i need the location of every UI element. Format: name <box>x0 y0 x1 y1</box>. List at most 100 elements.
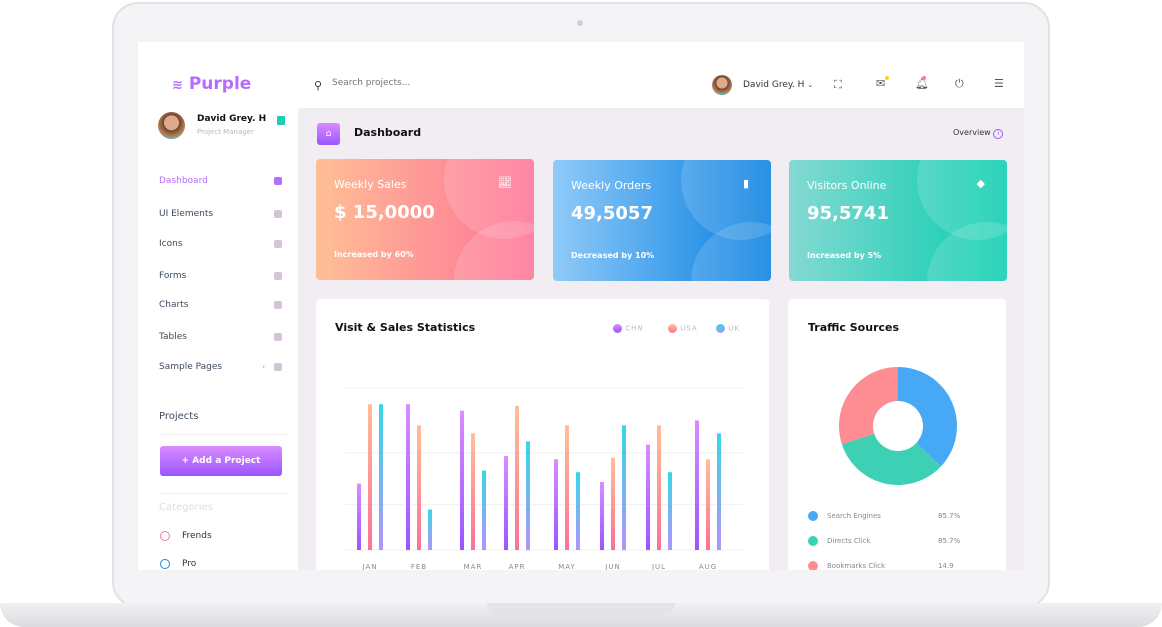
legend-dot <box>613 324 622 333</box>
bell-icon[interactable]: 🔔︎ <box>915 77 929 90</box>
top-navbar: ⚲ David Grey. H ⌄ ⛶ ✉ 🔔︎ ⏻ ☰ <box>298 42 1024 108</box>
sidebar-item-label: Sample Pages <box>159 362 223 372</box>
bar-uk-jul[interactable] <box>668 472 672 550</box>
sidebar-item-label: Forms <box>159 271 187 281</box>
sidebar-item-ui-elements[interactable]: UI Elements <box>138 203 298 223</box>
bar-chn-may[interactable] <box>554 459 558 550</box>
layers-icon: ≋ <box>172 78 183 93</box>
bar-usa-jun[interactable] <box>611 457 615 550</box>
bar-chn-jun[interactable] <box>600 481 604 550</box>
x-tick-label: JAN <box>362 563 378 570</box>
bar-usa-jul[interactable] <box>657 425 661 550</box>
traffic-legend-item: Search Engines 85.7% <box>808 511 998 523</box>
page-title: Dashboard <box>354 126 422 139</box>
bar-usa-jan[interactable] <box>368 404 372 550</box>
stat-card-visitors-online: Visitors Online ◆ 95,5741 Increased by 5… <box>789 160 1007 281</box>
bar-usa-feb[interactable] <box>417 425 421 550</box>
sidebar-item-tables[interactable]: Tables <box>138 326 298 346</box>
overview-link[interactable]: Overview i <box>953 128 1004 139</box>
divider <box>159 493 287 494</box>
bar-usa-apr[interactable] <box>515 405 519 550</box>
card-note: Decreased by 10% <box>571 251 655 260</box>
legend-dot <box>716 324 725 333</box>
x-tick-label: FEB <box>411 563 427 570</box>
chart-bar-icon <box>274 301 282 309</box>
legend-value: 14.9 <box>938 562 954 570</box>
bar-uk-apr[interactable] <box>526 441 530 550</box>
stat-card-weekly-sales: Weekly Sales 📈︎ $ 15,0000 Increased by 6… <box>316 159 534 280</box>
contacts-icon <box>274 240 282 248</box>
slice-bookmarks-click[interactable] <box>839 367 898 445</box>
info-icon: i <box>993 129 1004 139</box>
profile-name[interactable]: David Grey. H <box>197 114 267 124</box>
sidebar-item-charts[interactable]: Charts <box>138 294 298 314</box>
decor-circle <box>691 222 771 281</box>
crosshairs-icon <box>274 210 282 218</box>
sidebar-item-dashboard[interactable]: Dashboard <box>138 170 298 190</box>
bookmark-icon: ▮ <box>742 177 749 190</box>
laptop-notch <box>487 603 675 615</box>
bar-chn-aug[interactable] <box>695 420 699 550</box>
user-avatar[interactable] <box>712 75 732 95</box>
chevron-down-icon: ⌄ <box>807 81 814 89</box>
decor-circle <box>454 221 534 280</box>
bar-chn-jul[interactable] <box>646 444 650 550</box>
bar-uk-feb[interactable] <box>428 509 432 551</box>
page-title-icon: ⌂ <box>317 123 340 145</box>
divider <box>159 434 287 435</box>
bar-uk-may[interactable] <box>576 472 580 550</box>
bar-usa-mar[interactable] <box>471 433 475 550</box>
decor-circle <box>927 222 1007 281</box>
search-input[interactable] <box>332 78 532 88</box>
legend-dot <box>668 324 677 333</box>
card-value: 49,5057 <box>571 203 653 224</box>
bar-usa-may[interactable] <box>565 425 569 550</box>
avatar <box>158 112 185 139</box>
home-icon <box>274 177 282 185</box>
sidebar-item-forms[interactable]: Forms <box>138 265 298 285</box>
slice-directs-click[interactable] <box>841 433 942 485</box>
slice-search-engines[interactable] <box>898 367 957 467</box>
brand-logo[interactable]: ≋ Purple <box>172 74 252 94</box>
card-title: Weekly Sales <box>334 178 407 191</box>
bar-usa-aug[interactable] <box>706 459 710 550</box>
bar-uk-jun[interactable] <box>622 425 626 550</box>
circle-icon <box>160 531 170 541</box>
legend-item-usa: USA <box>668 324 698 333</box>
card-value: 95,5741 <box>807 203 889 224</box>
x-tick-label: JUL <box>651 563 666 570</box>
sidebar-item-icons[interactable]: Icons <box>138 233 298 253</box>
menu-list-icon[interactable]: ☰ <box>994 77 1004 90</box>
x-tick-label: JUN <box>604 563 620 570</box>
projects-label: Projects <box>159 411 199 422</box>
chart-title: Traffic Sources <box>808 321 900 334</box>
camera <box>577 20 583 26</box>
sidebar-item-label: Icons <box>159 239 183 249</box>
fullscreen-icon[interactable]: ⛶ <box>834 78 842 91</box>
add-project-button[interactable]: + Add a Project <box>160 446 282 476</box>
sidebar-item-label: Charts <box>159 300 189 310</box>
chart-line-icon: 📈︎ <box>498 176 512 189</box>
sidebar-item-sample-pages[interactable]: Sample Pages ‹ <box>138 356 298 376</box>
bar-chn-apr[interactable] <box>504 456 508 550</box>
notification-dot <box>922 76 926 80</box>
x-tick-label: MAY <box>558 563 576 570</box>
profile-role: Project Manager <box>197 128 254 136</box>
legend-dot <box>808 536 818 546</box>
email-icon[interactable]: ✉ <box>876 77 886 90</box>
category-label: Frends <box>182 531 212 541</box>
bar-uk-mar[interactable] <box>482 470 486 550</box>
sidebar-item-label: UI Elements <box>159 209 214 219</box>
power-icon[interactable]: ⏻ <box>955 77 964 90</box>
stat-card-weekly-orders: Weekly Orders ▮ 49,5057 Decreased by 10% <box>553 160 771 281</box>
bar-uk-aug[interactable] <box>717 433 721 550</box>
legend-value: 85.7% <box>938 512 961 520</box>
bar-uk-jan[interactable] <box>379 404 383 550</box>
bar-chn-jan[interactable] <box>357 483 361 550</box>
legend-label: Search Engines <box>827 512 881 520</box>
bar-chn-mar[interactable] <box>460 410 464 550</box>
search-icon: ⚲ <box>314 79 323 92</box>
user-menu[interactable]: David Grey. H ⌄ <box>743 80 814 90</box>
legend-value: 85.7% <box>938 537 961 545</box>
bar-chn-feb[interactable] <box>406 404 410 550</box>
